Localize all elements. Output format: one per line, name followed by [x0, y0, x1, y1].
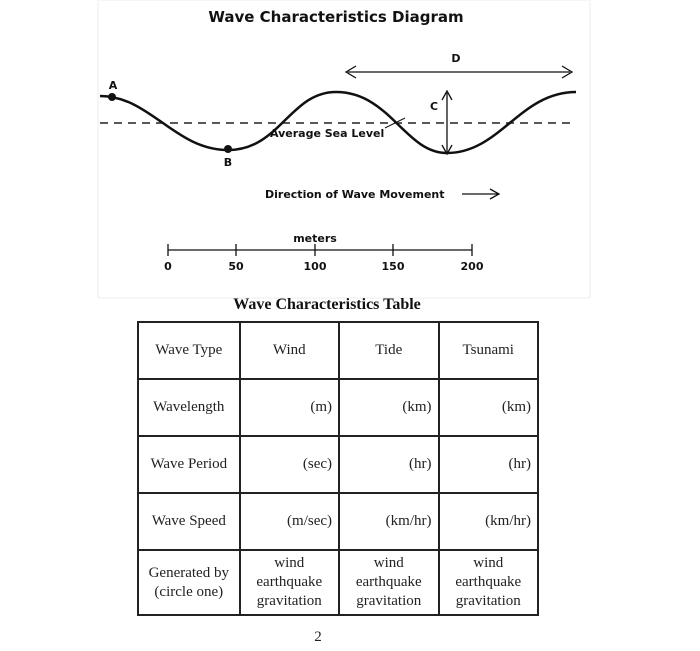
cell-line: Generated by: [148, 564, 229, 581]
cell-line: earthquake: [355, 574, 422, 590]
scale-tick-label: 50: [228, 260, 244, 273]
cell-line: wind: [473, 555, 504, 571]
page-number: 2: [314, 629, 322, 645]
arrow-d-heads: [344, 65, 574, 79]
header-cell: Wind: [238, 321, 341, 380]
wave-curve: [99, 90, 577, 155]
diagram-title: Wave Characteristics Diagram: [208, 8, 463, 26]
table-body: Wave Type Wind Tide Tsunami Wavelength (m) (km…: [137, 321, 539, 616]
table-row: Wave Speed (m/sec) (km/hr) (km/hr): [137, 492, 539, 551]
scale-tick-label: 0: [164, 260, 172, 273]
table-cell: Wave Speed: [137, 492, 241, 551]
header-row: Wave Type Wind Tide Tsunami: [137, 321, 539, 380]
table-cell: (m): [238, 378, 341, 437]
cell-line: gravitation: [455, 593, 521, 609]
header-cell: Tide: [338, 321, 440, 380]
table-row: Wave Period (sec) (hr) (hr): [137, 435, 539, 494]
label-d: D: [451, 52, 460, 65]
scale-tick-label: 150: [382, 260, 405, 273]
table-cell: wind earthquake gravitation: [238, 549, 341, 616]
table-cell: Generated by (circle one): [137, 549, 241, 616]
wave-table: Wave Type Wind Tide Tsunami Wavelength (m) (km…: [137, 321, 539, 616]
direction-arrow: [462, 188, 501, 200]
table-cell: wind earthquake gravitation: [338, 549, 440, 616]
label-a: A: [109, 79, 118, 92]
sea-level-label: Average Sea Level: [270, 127, 384, 140]
table-cell: (m/sec): [238, 492, 341, 551]
label-b: B: [224, 156, 232, 169]
scale-tick-label: 200: [461, 260, 484, 273]
point-a: [108, 93, 116, 101]
cell-line: earthquake: [256, 574, 323, 590]
header-cell: Wave Type: [137, 321, 241, 380]
scale-unit: meters: [293, 232, 337, 245]
table-title: Wave Characteristics Table: [233, 296, 421, 313]
cell-line: earthquake: [455, 574, 522, 590]
table-cell: (km/hr): [338, 492, 440, 551]
table-cell: (hr): [338, 435, 440, 494]
table-cell: (hr): [437, 435, 539, 494]
cell-line: (circle one): [154, 583, 224, 600]
direction-label: Direction of Wave Movement: [265, 188, 445, 201]
cell-line: wind: [373, 555, 404, 571]
table-cell: (km/hr): [437, 492, 539, 551]
cell-line: gravitation: [356, 593, 422, 609]
cell-line: gravitation: [256, 593, 322, 609]
point-b: [224, 145, 232, 153]
label-c: C: [430, 100, 438, 113]
arrow-c-heads: [441, 89, 453, 156]
scale-tick-label: 100: [304, 260, 327, 273]
table-cell: wind earthquake gravitation: [437, 549, 539, 616]
sea-level-pointer: [384, 117, 406, 129]
table-cell: (km): [437, 378, 539, 437]
table-cell: Wave Period: [137, 435, 241, 494]
wave-diagram: Wave Characteristics Diagram A B D C Ave…: [97, 0, 591, 299]
table-cell: Wavelength: [137, 378, 241, 437]
table-cell: (sec): [238, 435, 341, 494]
table-row: Wavelength (m) (km) (km): [137, 378, 539, 437]
cell-line: wind: [274, 555, 305, 571]
diagram-frame: [97, 0, 591, 299]
table-row: Generated by (circle one) wind earthquake gr…: [137, 549, 539, 616]
header-cell: Tsunami: [437, 321, 539, 380]
table-cell: (km): [338, 378, 440, 437]
